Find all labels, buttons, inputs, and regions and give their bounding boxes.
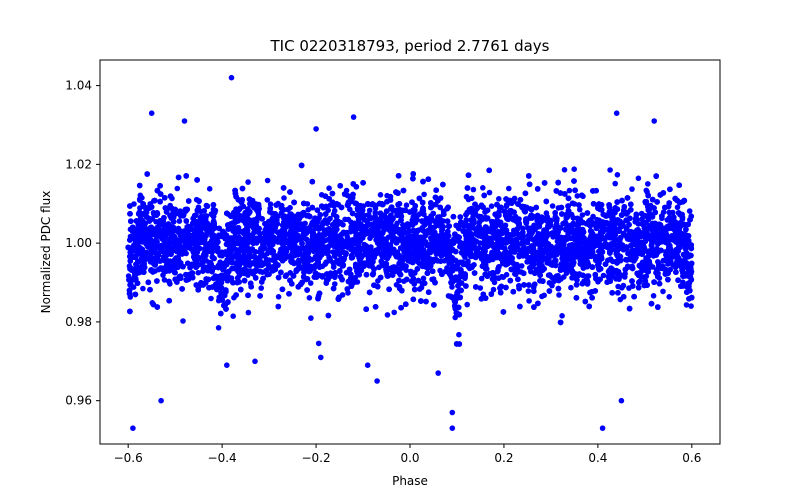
data-point: [452, 314, 459, 321]
data-point: [480, 185, 486, 191]
data-point: [264, 197, 271, 203]
data-point: [306, 295, 313, 301]
data-point: [470, 186, 477, 193]
data-point: [650, 293, 657, 299]
data-point: [642, 278, 649, 284]
data-point: [215, 325, 222, 331]
data-point: [525, 288, 532, 294]
data-point: [208, 295, 214, 302]
data-point: [140, 285, 146, 292]
data-point: [559, 313, 565, 319]
data-point: [176, 218, 183, 224]
data-point: [251, 229, 257, 236]
data-point: [281, 195, 287, 201]
data-point: [579, 212, 586, 218]
data-point: [674, 204, 681, 211]
data-point: [456, 331, 462, 338]
data-point: [645, 181, 651, 187]
data-point: [403, 202, 410, 208]
data-point: [526, 298, 532, 304]
data-point: [420, 275, 427, 282]
data-point: [449, 284, 455, 290]
data-point: [174, 185, 181, 192]
data-point: [347, 206, 353, 213]
data-point: [566, 187, 573, 194]
data-point: [660, 288, 666, 295]
data-point: [539, 293, 545, 300]
data-point: [556, 292, 562, 298]
data-point: [629, 186, 635, 192]
data-point: [180, 318, 186, 324]
data-point: [496, 196, 502, 202]
data-point: [614, 172, 621, 178]
data-point: [571, 166, 577, 172]
data-point: [478, 275, 485, 282]
data-point: [612, 180, 618, 187]
data-point: [161, 277, 168, 283]
data-point: [305, 207, 312, 213]
data-point: [366, 207, 373, 214]
data-point: [307, 280, 314, 286]
data-point: [568, 284, 574, 291]
data-point: [206, 186, 213, 192]
data-point: [245, 309, 252, 316]
data-point: [622, 270, 628, 277]
data-point: [377, 192, 384, 198]
data-point: [506, 185, 512, 192]
data-point: [261, 253, 268, 259]
data-point: [264, 177, 271, 184]
data-point: [561, 167, 568, 173]
data-point: [666, 294, 672, 300]
data-point: [393, 282, 400, 288]
data-point: [607, 167, 613, 173]
data-point: [384, 312, 391, 318]
data-point: [308, 315, 314, 321]
data-point: [486, 189, 493, 196]
data-point: [577, 206, 583, 213]
data-point: [296, 226, 302, 233]
data-point: [416, 286, 423, 292]
data-point: [477, 285, 484, 291]
data-point: [600, 272, 607, 279]
data-point: [258, 285, 265, 291]
data-point: [607, 256, 614, 262]
data-points: [125, 74, 695, 432]
data-point: [195, 269, 201, 276]
data-point: [556, 277, 562, 284]
data-point: [686, 208, 693, 214]
data-point: [137, 205, 143, 211]
data-point: [326, 185, 332, 191]
data-point: [275, 294, 282, 300]
data-point: [315, 340, 322, 347]
data-point: [342, 216, 348, 223]
data-point: [160, 272, 166, 278]
data-point: [490, 286, 497, 293]
data-point: [245, 179, 251, 185]
data-point: [488, 203, 495, 209]
data-point: [546, 280, 553, 286]
data-point: [464, 301, 471, 308]
data-point: [688, 303, 694, 309]
data-point: [391, 309, 398, 316]
data-point: [643, 187, 650, 194]
data-point: [549, 203, 556, 209]
data-point: [489, 241, 496, 248]
data-point: [421, 191, 427, 198]
data-point: [635, 175, 642, 182]
data-point: [574, 193, 581, 199]
data-point: [230, 313, 236, 320]
data-point: [155, 266, 162, 273]
data-point: [332, 281, 338, 287]
data-point: [683, 302, 690, 308]
data-point: [469, 195, 475, 202]
data-point: [267, 201, 274, 207]
chart-title: TIC 0220318793, period 2.7761 days: [269, 37, 549, 55]
